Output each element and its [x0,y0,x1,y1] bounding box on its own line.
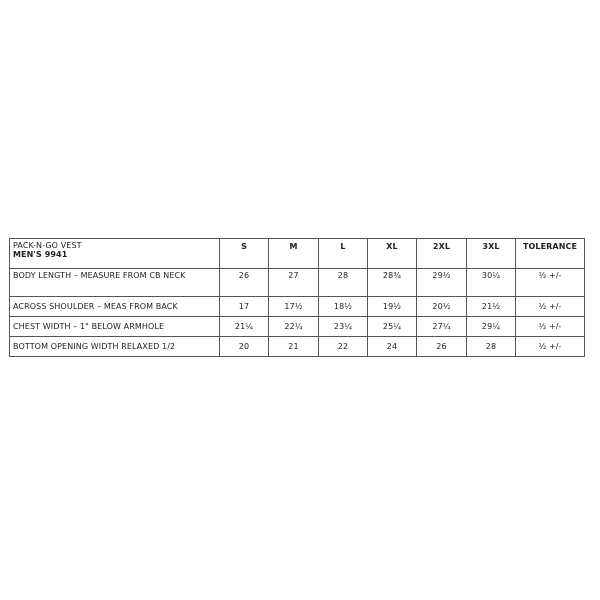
cell: 23¼ [318,316,368,337]
cell: 20 [219,336,269,357]
product-cell: PACK-N-GO VEST MEN'S 9941 [9,238,220,269]
cell: 21¼ [219,316,269,337]
table-row: CHEST WIDTH – 1" BELOW ARMHOLE 21¼ 22¼ 2… [9,316,585,337]
cell: 28 [466,336,516,357]
cell: 28¾ [367,268,417,297]
size-header: S [219,238,269,269]
cell: 26 [219,268,269,297]
cell: 25¼ [367,316,417,337]
cell: 27¼ [416,316,467,337]
cell: 26 [416,336,467,357]
size-header: L [318,238,368,269]
cell: 27 [268,268,319,297]
cell: 29¼ [466,316,516,337]
row-label: ACROSS SHOULDER – MEAS FROM BACK [9,296,220,317]
tolerance-cell: ½ +/- [515,296,585,317]
row-label: BODY LENGTH – MEASURE FROM CB NECK [9,268,220,297]
cell: 18½ [318,296,368,317]
product-name: PACK-N-GO VEST [13,241,82,250]
row-label: CHEST WIDTH – 1" BELOW ARMHOLE [9,316,220,337]
size-header: XL [367,238,417,269]
tolerance-cell: ½ +/- [515,268,585,297]
tolerance-cell: ½ +/- [515,316,585,337]
cell: 19½ [367,296,417,317]
table-row: ACROSS SHOULDER – MEAS FROM BACK 17 17½ … [9,296,585,317]
size-header: 3XL [466,238,516,269]
product-style: MEN'S 9941 [13,250,68,259]
cell: 30¼ [466,268,516,297]
table-row: BOTTOM OPENING WIDTH RELAXED 1/2 20 21 2… [9,336,585,357]
cell: 24 [367,336,417,357]
tolerance-cell: ½ +/- [515,336,585,357]
cell: 20½ [416,296,467,317]
size-spec-table: PACK-N-GO VEST MEN'S 9941 S M L XL 2XL 3X… [9,238,585,357]
size-header: 2XL [416,238,467,269]
row-label: BOTTOM OPENING WIDTH RELAXED 1/2 [9,336,220,357]
header-row: PACK-N-GO VEST MEN'S 9941 S M L XL 2XL 3X… [9,238,585,269]
cell: 17 [219,296,269,317]
table-row: BODY LENGTH – MEASURE FROM CB NECK 26 27… [9,268,585,297]
size-header: M [268,238,319,269]
cell: 22 [318,336,368,357]
cell: 28 [318,268,368,297]
cell: 21 [268,336,319,357]
cell: 29½ [416,268,467,297]
cell: 21½ [466,296,516,317]
cell: 17½ [268,296,319,317]
cell: 22¼ [268,316,319,337]
tolerance-header: TOLERANCE [515,238,585,269]
